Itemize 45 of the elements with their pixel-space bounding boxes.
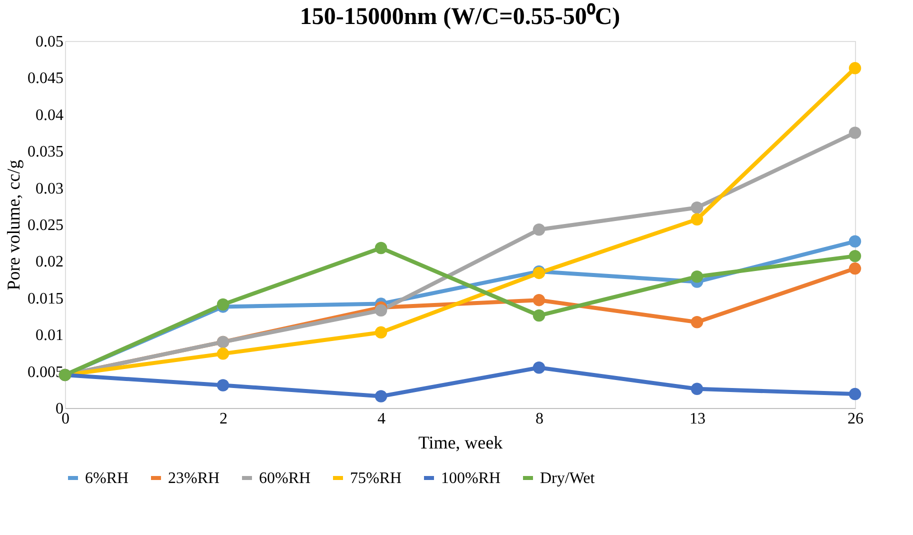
- legend-label: 75%RH: [350, 470, 402, 487]
- point: [532, 362, 546, 374]
- point: [216, 379, 230, 392]
- y-tick-label: 0.03: [36, 180, 64, 198]
- point: [690, 382, 704, 396]
- point: [848, 235, 862, 248]
- legend-label: 60%RH: [259, 470, 311, 487]
- point: [690, 213, 704, 226]
- point: [532, 309, 546, 322]
- y-tick-label: 0.015: [28, 290, 64, 308]
- legend-label: 100%RH: [441, 470, 501, 487]
- x-tick-label: 13: [690, 410, 706, 428]
- point: [848, 388, 862, 400]
- legend-label: 23%RH: [168, 470, 220, 487]
- y-axis-title: Pore volume, cc/g: [4, 160, 24, 290]
- x-axis-title: Time, week: [418, 432, 503, 452]
- point: [690, 316, 704, 328]
- legend-label: 6%RH: [85, 470, 129, 487]
- y-tick-label: 0.05: [36, 34, 64, 50]
- chart-title: 150-15000nm (W/C=0.55-50⁰C): [300, 3, 620, 30]
- point: [216, 348, 230, 360]
- point: [690, 270, 704, 283]
- point: [848, 250, 862, 262]
- point: [374, 304, 388, 316]
- point: [216, 298, 230, 311]
- point: [848, 262, 862, 275]
- x-tick-label: 2: [220, 410, 228, 428]
- x-tick-label: 4: [378, 410, 386, 428]
- point: [848, 126, 862, 139]
- y-tick-label: 0.025: [28, 217, 64, 234]
- x-tick-label: 8: [536, 410, 544, 428]
- point: [848, 62, 862, 74]
- point: [532, 294, 546, 306]
- y-tick-label: 0.04: [36, 106, 64, 124]
- legend-label: Dry/Wet: [540, 470, 596, 487]
- point: [374, 242, 388, 254]
- point: [374, 390, 388, 402]
- y-tick-label: 0.02: [36, 254, 64, 271]
- x-tick-label: 26: [848, 410, 864, 428]
- y-tick-label: 0.045: [28, 70, 64, 88]
- y-tick-label: 0.01: [36, 327, 64, 344]
- point: [690, 202, 704, 214]
- y-tick-label: 0.035: [28, 144, 64, 161]
- point: [532, 224, 546, 236]
- point: [374, 326, 388, 339]
